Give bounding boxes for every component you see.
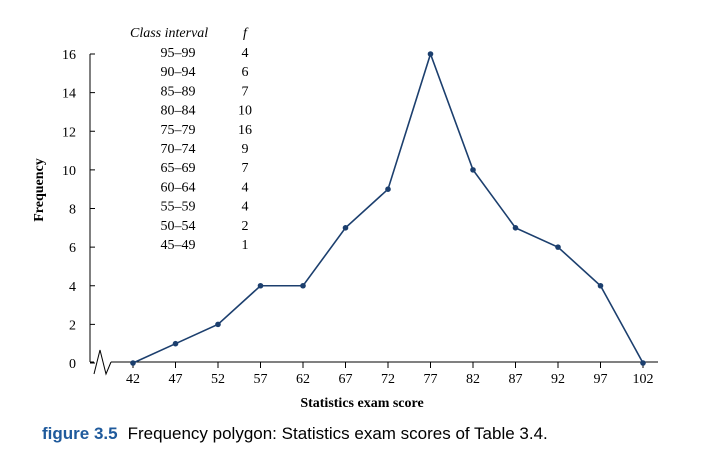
x-tick-label: 97 (594, 372, 608, 387)
x-axis-title: Statistics exam score (300, 396, 423, 411)
y-tick-label: 8 (69, 203, 76, 218)
table-frequency: 1 (242, 238, 249, 253)
x-tick-label: 87 (509, 372, 523, 387)
table-class-interval: 65–69 (161, 161, 196, 176)
y-tick-label: 16 (62, 48, 76, 63)
data-point (172, 340, 179, 347)
caption-text: Frequency polygon: Statistics exam score… (127, 424, 548, 443)
data-point (597, 282, 604, 289)
table-frequency: 9 (242, 142, 249, 157)
figure-label: figure 3.5 (42, 424, 118, 443)
table-header-f: f (243, 26, 249, 41)
x-axis-break (93, 349, 112, 376)
table-class-interval: 45–49 (161, 238, 196, 253)
x-tick-label: 72 (381, 372, 395, 387)
x-tick-label: 67 (339, 372, 353, 387)
table-frequency: 2 (242, 219, 249, 234)
data-point (215, 321, 221, 328)
x-tick-label: 62 (296, 372, 310, 387)
table-header-class-interval: Class interval (130, 26, 208, 41)
data-point (512, 225, 519, 231)
table-class-interval: 85–89 (161, 84, 196, 99)
y-tick-label: 4 (69, 280, 76, 295)
y-axis-title: Frequency (32, 158, 47, 222)
frequency-polygon-chart: 0 2 4 6 8 10 12 14 16 42 47 52 57 62 67 72 77 82 87 92 97 10… (32, 26, 658, 411)
table-frequency: 4 (242, 180, 249, 195)
x-tick-label: 47 (169, 372, 183, 387)
figure-caption: figure 3.5 Frequency polygon: Statistics … (42, 424, 548, 444)
y-tick-label: 6 (69, 241, 76, 256)
x-axis-ticks: 42 47 52 57 62 67 72 77 82 87 92 97 102 (126, 362, 654, 387)
table-class-interval: 55–59 (161, 200, 196, 215)
x-tick-label: 57 (254, 372, 268, 387)
class-interval-table: Class interval f 95–99 4 90–94 6 85–89 7 80–84… (130, 26, 252, 253)
table-class-interval: 80–84 (161, 104, 196, 119)
table-frequency: 7 (242, 161, 249, 176)
x-tick-label: 52 (211, 372, 225, 387)
y-axis-ticks: 0 2 4 6 8 10 12 14 16 (62, 48, 95, 372)
x-tick-label: 77 (424, 372, 438, 387)
table-frequency: 4 (242, 46, 249, 61)
y-tick-label: 12 (62, 125, 76, 140)
data-point (640, 360, 646, 366)
data-point (257, 282, 264, 289)
table-frequency: 10 (238, 104, 252, 119)
table-frequency: 4 (242, 200, 249, 215)
data-point (130, 360, 136, 366)
y-tick-label: 10 (62, 164, 76, 179)
data-point (555, 244, 561, 250)
x-tick-label: 42 (126, 372, 140, 387)
table-class-interval: 60–64 (161, 180, 196, 195)
table-frequency: 7 (242, 84, 249, 99)
data-point (470, 167, 476, 173)
data-point (342, 225, 349, 231)
table-class-interval: 95–99 (161, 46, 196, 61)
x-tick-label: 82 (466, 372, 480, 387)
series-line (132, 51, 644, 364)
data-point (385, 186, 391, 192)
table-class-interval: 70–74 (161, 142, 196, 157)
y-tick-label: 14 (62, 87, 76, 102)
y-tick-label: 2 (69, 318, 76, 333)
table-class-interval: 50–54 (161, 219, 196, 234)
x-tick-label: 92 (551, 372, 565, 387)
table-frequency: 16 (238, 123, 252, 138)
data-point (427, 51, 434, 57)
data-point (300, 282, 306, 289)
table-frequency: 6 (242, 65, 249, 80)
series-frequency (130, 51, 646, 366)
table-class-interval: 75–79 (161, 123, 196, 138)
x-tick-label: 102 (633, 372, 654, 387)
table-class-interval: 90–94 (161, 65, 196, 80)
y-tick-label: 0 (69, 357, 76, 372)
